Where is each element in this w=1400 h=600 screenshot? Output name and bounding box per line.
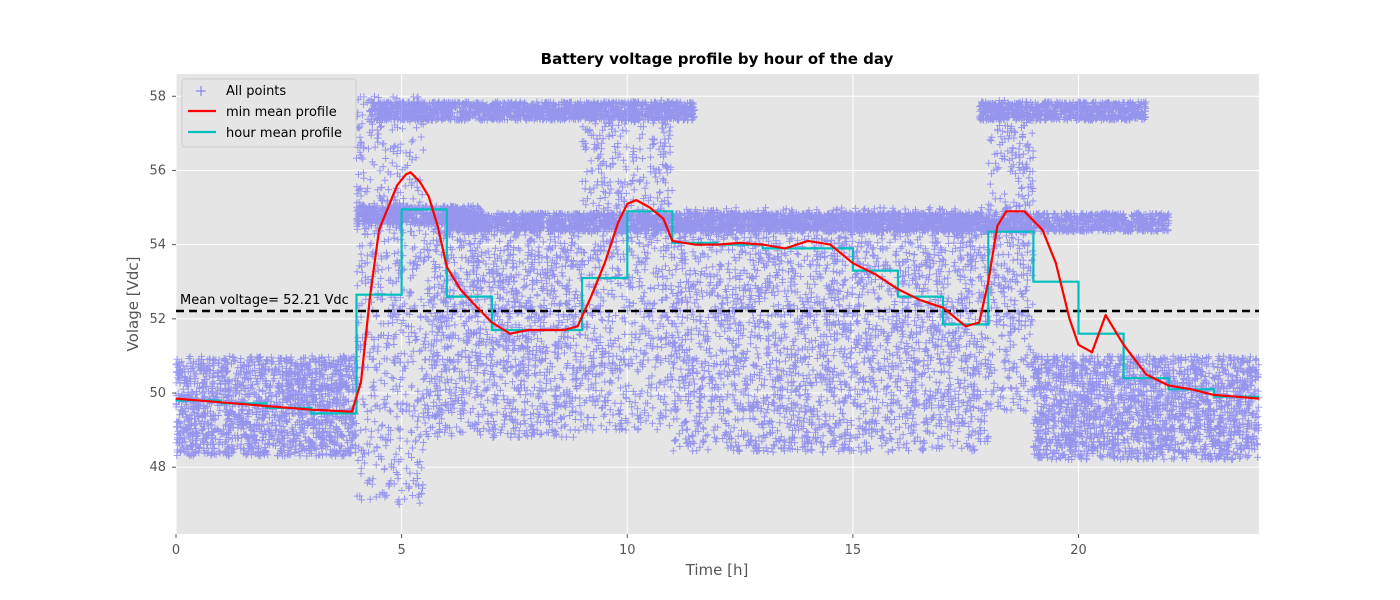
legend-entry-all-points: All points	[226, 84, 286, 99]
profile-lines	[175, 171, 1260, 415]
x-tick-label: 5	[397, 543, 405, 558]
legend-box	[181, 78, 357, 148]
y-tick-label: 52	[149, 312, 166, 327]
all-points-cloud	[172, 92, 1263, 508]
x-tick-label: 15	[845, 543, 862, 558]
x-tick-label: 20	[1070, 543, 1087, 558]
legend: All points min mean profile hour mean pr…	[181, 78, 357, 148]
legend-entry-min-mean: min mean profile	[226, 105, 337, 120]
y-tick-label: 56	[149, 163, 166, 178]
legend-markers	[188, 86, 216, 134]
axis-ticks: 0 5 10 15 20 48 50 52 54 56 58	[149, 89, 1086, 558]
mean-voltage-annotation: Mean voltage= 52.21 Vdc	[180, 293, 349, 308]
x-tick-label: 10	[619, 543, 636, 558]
legend-entry-hour-mean: hour mean profile	[226, 126, 342, 141]
y-tick-label: 48	[149, 460, 166, 475]
y-tick-label: 50	[149, 386, 166, 401]
min-mean-profile-line	[175, 171, 1260, 413]
y-tick-label: 58	[149, 89, 166, 104]
legend-marker-all-points	[196, 86, 206, 96]
x-tick-label: 0	[172, 543, 180, 558]
scatter-points	[172, 92, 1263, 508]
x-axis-label: Time [h]	[685, 561, 749, 579]
chart-title: Battery voltage profile by hour of the d…	[541, 50, 894, 68]
y-tick-label: 54	[149, 238, 166, 253]
y-axis-label: Volage [Vdc]	[124, 257, 142, 352]
